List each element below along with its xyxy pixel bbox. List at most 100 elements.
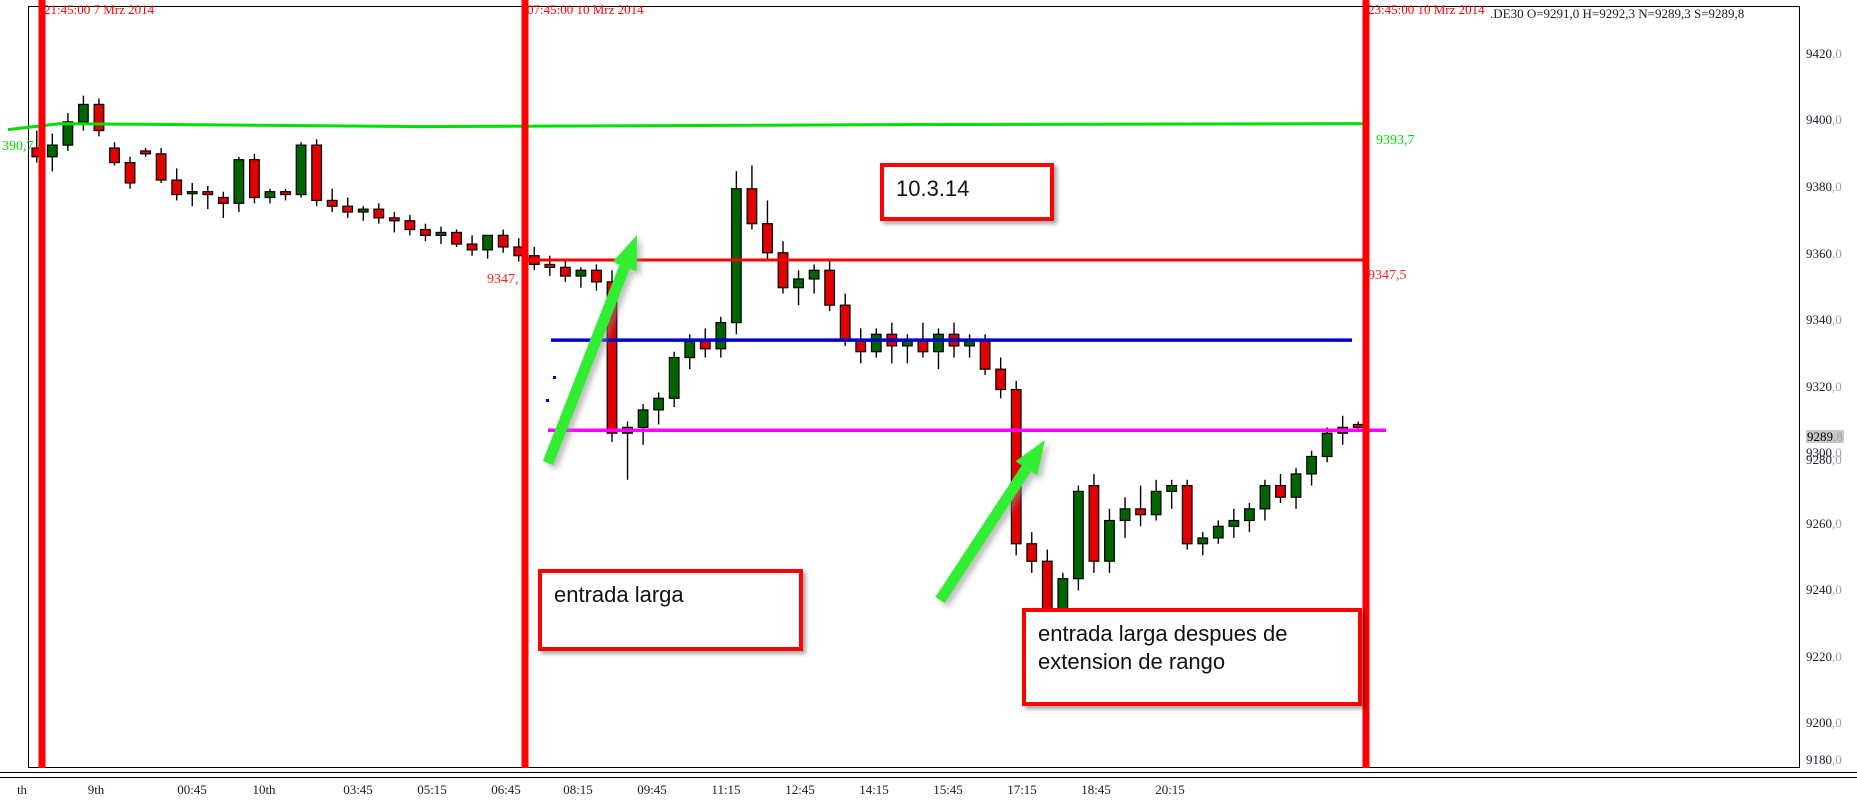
price-tick-value: 9340 (1806, 312, 1832, 327)
time-tick: 05:15 (417, 782, 447, 797)
time-tick: th (16, 782, 28, 797)
candle-body (280, 191, 291, 196)
ma-green-line (7, 122, 1367, 132)
price-tick: 9280,0 (1806, 453, 1842, 466)
resistance-right-label: 9347,5 (1368, 268, 1407, 283)
candle-body (1104, 519, 1115, 562)
time-axis[interactable]: th 9th 00:45 10th 03:45 05:15 06:45 08:15 09:45 1… (0, 770, 1857, 803)
candle-body (93, 103, 105, 132)
time-tick: 11:15 (711, 782, 741, 797)
callout-entry-2[interactable]: entrada larga despues de extension de ra… (1022, 608, 1362, 706)
candle-body (1306, 455, 1318, 475)
candle-body (451, 231, 462, 245)
entry-arrow-1 (542, 235, 637, 465)
candle-body (777, 252, 789, 289)
callout-entry-1-text: entrada larga (554, 582, 684, 607)
price-tick: 9260,0 (1806, 517, 1842, 530)
candle-body (591, 269, 602, 283)
candle-body (575, 269, 587, 277)
candle-body (1228, 519, 1240, 527)
marker-middle-label: 07:45:00 10 Mrz 2014 (527, 2, 644, 17)
price-tick: 9180,0 (1806, 753, 1842, 766)
candle-body (824, 269, 836, 306)
candle-body (311, 144, 323, 202)
price-tick-decimal: ,0 (1832, 582, 1842, 597)
candle-body (1119, 508, 1131, 522)
price-tick: 9300,0 (1806, 446, 1842, 459)
candle-body (979, 339, 991, 370)
time-tick: 17:15 (1007, 782, 1037, 797)
price-tick-value: 9240 (1806, 582, 1832, 597)
price-tick-decimal: ,0 (1832, 179, 1842, 194)
time-axis-rule-bottom (0, 777, 1857, 778)
price-tick-decimal: ,0 (1832, 312, 1842, 327)
candle-body (109, 147, 120, 164)
time-axis-rule-top (0, 772, 1857, 773)
price-tick-decimal: ,8 (1833, 429, 1843, 444)
candle-body (357, 208, 369, 213)
candle-body (482, 234, 494, 251)
candle-body (995, 368, 1007, 391)
chart-plot-frame[interactable] (28, 6, 1800, 768)
price-tick-value: 9260 (1806, 516, 1832, 531)
candle-body (870, 333, 882, 353)
callout-entry-2-text: entrada larga despues de extension de ra… (1038, 621, 1288, 674)
price-tick-decimal: ,0 (1832, 46, 1842, 61)
candle-body (233, 159, 245, 204)
time-tick: 9th (87, 782, 105, 797)
candle-body (249, 159, 260, 199)
price-tick-value: 9289 (1807, 429, 1833, 444)
candle-body (124, 161, 136, 184)
candle-body (1321, 432, 1333, 458)
candle-body (62, 121, 74, 146)
blue-marker-dot (546, 399, 549, 402)
candle-body (637, 409, 649, 428)
time-tick: 09:45 (637, 782, 667, 797)
candle-body (497, 234, 509, 248)
price-tick-value: 9400 (1806, 112, 1832, 127)
candle-body (808, 269, 820, 280)
callout-date[interactable]: 10.3.14 (880, 163, 1054, 221)
marker-right-label: 23:45:00 10 Mrz 2014 (1368, 2, 1485, 17)
candle-body (839, 304, 851, 341)
candle-body (730, 188, 742, 324)
price-tick-value: 9360 (1806, 246, 1832, 261)
candle-body (1150, 490, 1162, 516)
time-tick: 18:45 (1081, 782, 1111, 797)
candle-body (420, 228, 431, 236)
candle-body (1197, 537, 1209, 545)
price-tick-value: 9300 (1806, 445, 1832, 460)
resistance-left-label: 9347, (487, 272, 519, 287)
candle-body (373, 208, 385, 219)
candle-body (653, 397, 665, 411)
callout-date-text: 10.3.14 (896, 176, 970, 201)
candle-body (202, 191, 214, 196)
price-tick: 9400,0 (1806, 113, 1842, 126)
marker-left-label: 21:45:00 7 Mrz 2014 (44, 2, 155, 17)
candle-body (668, 356, 680, 399)
ma-green-left-label: 390,7 (2, 139, 34, 154)
callout-entry-1[interactable]: entrada larga (538, 569, 803, 651)
candle-body (77, 103, 89, 123)
candle-body (762, 223, 773, 254)
candle-body (466, 243, 478, 251)
time-tick: 00:45 (177, 782, 207, 797)
price-tick-decimal: ,0 (1832, 112, 1842, 127)
price-tick-decimal: ,0 (1832, 649, 1842, 664)
candle-body (684, 339, 696, 359)
price-tick-decimal: ,0 (1832, 516, 1842, 531)
price-tick-decimal: ,0 (1832, 246, 1842, 261)
price-tick-current: 9289,8 (1806, 430, 1844, 443)
candle-body (1026, 543, 1038, 562)
price-axis[interactable] (1800, 6, 1857, 768)
candle-body (1181, 484, 1193, 545)
price-tick: 9360,0 (1806, 247, 1842, 260)
price-tick-decimal: ,0 (1832, 715, 1842, 730)
price-tick-decimal: ,0 (1832, 452, 1842, 467)
price-tick-value: 9320 (1806, 379, 1832, 394)
entry-arrow-2 (935, 440, 1045, 604)
candle-body (1243, 508, 1255, 522)
price-tick: 9320,0 (1806, 380, 1842, 393)
candle-series (31, 95, 1364, 643)
